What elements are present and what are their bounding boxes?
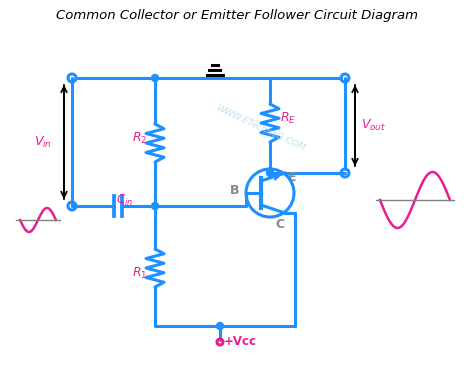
Circle shape xyxy=(152,74,158,81)
Text: $R_1$: $R_1$ xyxy=(132,265,147,280)
Text: $R_E$: $R_E$ xyxy=(280,110,296,125)
Text: $C_{in}$: $C_{in}$ xyxy=(116,193,133,208)
Text: C: C xyxy=(275,218,284,231)
Text: $R_2$: $R_2$ xyxy=(132,130,147,146)
Text: $V_{out}$: $V_{out}$ xyxy=(361,118,386,133)
Text: WWW.ETechnoG.COM: WWW.ETechnoG.COM xyxy=(214,103,306,153)
Text: E: E xyxy=(288,171,297,184)
Text: $V_{in}$: $V_{in}$ xyxy=(34,134,52,149)
Text: Common Collector or Emitter Follower Circuit Diagram: Common Collector or Emitter Follower Cir… xyxy=(56,8,418,21)
Circle shape xyxy=(217,322,224,329)
Text: B: B xyxy=(230,184,239,198)
Circle shape xyxy=(266,170,273,177)
Circle shape xyxy=(152,202,158,209)
Text: +Vcc: +Vcc xyxy=(224,335,257,348)
